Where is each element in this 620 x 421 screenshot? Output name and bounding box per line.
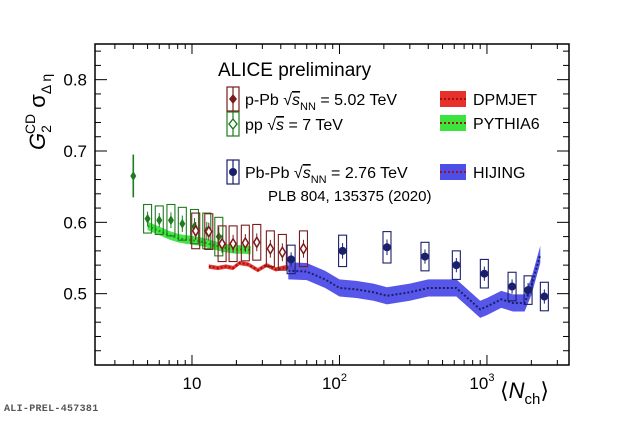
y-axis-title-sub: 2 xyxy=(38,125,54,133)
legend-label-sqrt-sign: √ xyxy=(267,117,276,134)
sys-error-box xyxy=(189,208,200,245)
x-tick-label: 102 xyxy=(322,372,347,393)
legend-marker xyxy=(229,168,237,176)
x-tick-label-base: 10 xyxy=(322,374,341,393)
legend-label-system: Pb-Pb xyxy=(245,165,294,182)
reference-label: PLB 804, 135375 (2020) xyxy=(268,188,431,205)
legend-marker xyxy=(228,117,238,131)
data-point xyxy=(130,170,137,181)
data-point xyxy=(218,237,226,251)
legend-label-energy: = 7 TeV xyxy=(284,117,343,134)
sys-error-box xyxy=(143,203,153,234)
sys-error-box xyxy=(217,225,227,263)
x-tick-label-exponent: 2 xyxy=(341,372,347,384)
x-axis-title-bracket: ⟨ xyxy=(500,378,509,403)
plot-frame xyxy=(94,43,570,366)
legend-label-sqrt-s: s xyxy=(276,117,284,134)
sys-error-box xyxy=(191,212,201,250)
data-point xyxy=(144,213,151,224)
sys-error-box xyxy=(214,216,224,257)
data-point xyxy=(167,215,174,226)
sys-error-box xyxy=(298,230,309,268)
x-tick-label-exponent: 3 xyxy=(488,372,494,384)
sys-error-box xyxy=(252,223,262,261)
data-point xyxy=(524,286,533,295)
y-axis-title-g: G xyxy=(25,133,50,150)
data-point xyxy=(215,231,222,242)
band-pythia6 xyxy=(147,221,251,255)
legend-label: DPMJET xyxy=(473,92,537,109)
band-hijing xyxy=(288,245,541,318)
legend-marker xyxy=(229,94,237,104)
band-center-pythia6 xyxy=(147,224,251,252)
data-point xyxy=(480,269,489,278)
chart-title: ALICE preliminary xyxy=(218,60,372,81)
legend-label: PYTHIA6 xyxy=(473,116,540,133)
sys-error-box xyxy=(177,206,187,241)
legend-label-sqrt-sub: NN xyxy=(300,101,316,113)
data-point xyxy=(241,236,250,250)
data-point xyxy=(229,237,237,251)
sys-error-box xyxy=(240,224,250,262)
x-axis-title-bracket: ⟩ xyxy=(540,378,549,403)
y-tick-label: 0.7 xyxy=(63,142,87,161)
y-tick-label: 0.8 xyxy=(63,71,87,90)
x-axis-title: ⟨Nch⟩ xyxy=(500,378,549,408)
legend-label: Pb-Pb √sNN = 2.76 TeV xyxy=(245,165,408,186)
data-point xyxy=(191,224,200,238)
data-point xyxy=(299,242,308,256)
x-tick-label: 103 xyxy=(469,372,494,393)
data-point xyxy=(266,242,275,256)
sys-error-box xyxy=(277,233,287,271)
y-axis-title-sigma: σ xyxy=(25,94,50,114)
data-point xyxy=(382,243,391,252)
band-center-dpmjet xyxy=(208,261,296,272)
y-tick-label: 0.6 xyxy=(63,213,87,232)
data-point xyxy=(204,225,213,239)
data-point xyxy=(156,215,163,226)
x-tick-label-base: 10 xyxy=(183,374,202,393)
y-axis-title-sigma-sub: Δ η xyxy=(38,74,54,94)
sys-error-box xyxy=(228,225,238,263)
sys-error-box xyxy=(204,213,214,250)
data-point xyxy=(287,255,296,264)
data-point xyxy=(452,261,461,270)
sys-error-box xyxy=(154,205,164,236)
x-tick-label-base: 10 xyxy=(469,374,488,393)
x-axis-title-n: N xyxy=(509,378,525,403)
data-point xyxy=(540,292,549,301)
data-point xyxy=(179,218,186,229)
x-tick-label: 10 xyxy=(183,374,202,393)
band-center-hijing xyxy=(288,254,542,311)
legend-label-sqrt-s: s xyxy=(292,92,300,109)
sys-error-box xyxy=(265,230,275,268)
legend-label-sqrt-sub: NN xyxy=(311,174,327,186)
data-point xyxy=(338,246,347,255)
legend-label: HIJING xyxy=(473,165,525,182)
model-bands xyxy=(147,221,542,318)
y-axis-title: G2CD σΔ η xyxy=(22,74,54,150)
data-points xyxy=(130,154,549,312)
legend-label-energy: = 2.76 TeV xyxy=(327,165,408,182)
legend-label: p-Pb √sNN = 5.02 TeV xyxy=(245,92,397,113)
preliminary-id: ALI-PREL-457381 xyxy=(4,404,99,415)
legend-label-energy: = 5.02 TeV xyxy=(316,92,397,109)
legend-label-system: pp xyxy=(245,117,267,134)
legend-label-sqrt-sign: √ xyxy=(294,165,303,182)
legend-label-system: p-Pb xyxy=(245,92,283,109)
y-axis-title-sup: CD xyxy=(22,114,38,134)
x-axis-title-sub: ch xyxy=(524,391,540,408)
sys-error-box xyxy=(166,203,176,237)
data-point xyxy=(252,235,261,249)
legend-label: pp √s = 7 TeV xyxy=(245,117,343,134)
data-point xyxy=(420,252,429,261)
data-point xyxy=(278,245,287,259)
data-point xyxy=(508,282,517,291)
legend-label-sqrt-s: s xyxy=(303,165,311,182)
legend-label-sqrt-sign: √ xyxy=(283,92,292,109)
y-tick-label: 0.5 xyxy=(63,285,87,304)
